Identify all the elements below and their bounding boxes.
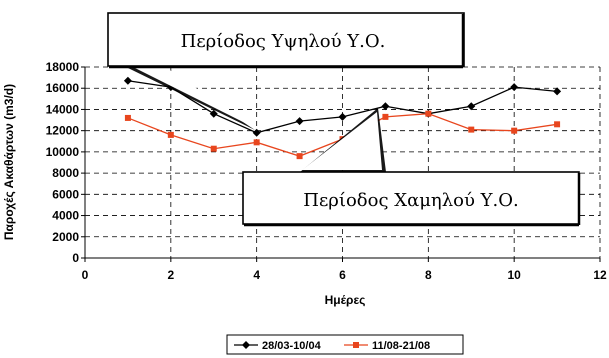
callouts: Περίοδος Υψηλού Υ.Ο. Περίοδος Χαμηλού Υ.Ο… [107, 12, 581, 227]
callout-box [107, 12, 465, 67]
data-point [124, 114, 131, 121]
callout-box [242, 171, 580, 225]
data-point [553, 87, 562, 96]
data-point [425, 110, 432, 117]
callout-low-text: Περίοδος Χαμηλού Υ.Ο. [303, 190, 518, 211]
x-tick-label: 4 [253, 268, 260, 282]
data-point [468, 126, 475, 133]
tick-labels: 0 2000 4000 6000 8000 10000 12000 14000 16000 180… [46, 60, 607, 282]
callout-pointer-fill [131, 66, 253, 127]
y-tick-label: 2000 [52, 230, 79, 244]
y-tick-label: 8000 [52, 166, 79, 180]
data-point [296, 153, 303, 160]
data-point [123, 76, 132, 85]
data-point [253, 139, 260, 146]
y-tick-label: 18000 [46, 60, 80, 74]
data-point [209, 109, 218, 118]
callout-high-text: Περίοδος Υψηλού Υ.Ο. [181, 31, 386, 52]
y-tick-label: 14000 [46, 102, 80, 116]
x-tick-label: 0 [82, 268, 89, 282]
data-point [338, 112, 347, 121]
data-point [295, 117, 304, 126]
callout-high: Περίοδος Υψηλού Υ.Ο. [107, 12, 465, 130]
data-point [554, 121, 561, 128]
callout-pointer-fill [302, 112, 382, 170]
y-tick-label: 10000 [46, 145, 80, 159]
callout-low: Περίοδος Χαμηλού Υ.Ο. [242, 108, 581, 227]
y-tick-label: 12000 [46, 124, 80, 138]
y-axis-title: Παροχές Ακαθάρτων (m3/d) [2, 84, 16, 240]
x-tick-label: 2 [167, 268, 174, 282]
legend-marker [353, 342, 359, 348]
legend-marker [242, 341, 250, 349]
legend-label: 28/03-10/04 [262, 340, 322, 352]
x-tick-label: 10 [507, 268, 521, 282]
y-tick-label: 16000 [46, 81, 80, 95]
legend: 28/03-10/04 11/08-21/08 [226, 334, 464, 355]
data-point [167, 131, 174, 138]
data-point [210, 145, 217, 152]
callout-pointer [128, 68, 255, 130]
data-point [511, 127, 518, 134]
legend-label: 11/08-21/08 [372, 340, 430, 352]
data-point [252, 128, 261, 137]
x-tick-label: 8 [425, 268, 432, 282]
data-point [382, 113, 389, 120]
x-tick-label: 12 [593, 268, 607, 282]
x-axis-title: Ημέρες [325, 293, 366, 307]
x-tick-label: 6 [339, 268, 346, 282]
y-tick-label: 0 [72, 251, 79, 265]
y-tick-label: 4000 [52, 209, 79, 223]
data-point [381, 102, 390, 111]
y-tick-label: 6000 [52, 187, 79, 201]
data-point [510, 83, 519, 92]
data-point [467, 102, 476, 111]
axes [81, 66, 601, 262]
